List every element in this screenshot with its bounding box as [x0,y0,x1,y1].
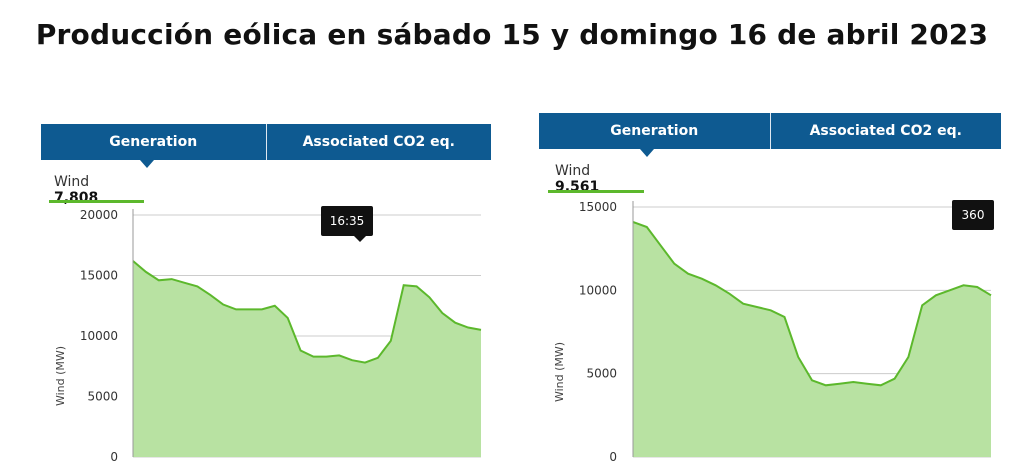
y-tick-label: 20000 [80,208,118,222]
y-tick-label: 15000 [579,200,617,214]
tab-associated-co2[interactable]: Associated CO2 eq. [769,113,1002,149]
tooltip-text: 360 [962,208,985,222]
y-tick-label: 0 [110,450,118,464]
tooltip-box [952,200,994,230]
page-title: Producción eólica en sábado 15 y domingo… [35,18,989,51]
wind-line [132,260,482,364]
wind-line [632,221,992,387]
y-tick-label: 15000 [80,269,118,283]
tab-pointer [640,149,654,157]
y-tick-label: 5000 [87,390,118,404]
wind-area [133,261,481,457]
tab-generation[interactable]: Generation [610,123,699,139]
tooltip-pointer [354,236,366,242]
tooltip-box [321,206,373,236]
tab-associated-co2[interactable]: Associated CO2 eq. [265,124,492,160]
tooltip-text: 16:35 [330,214,365,228]
tab-bar-left: Generation Associated CO2 eq. [41,124,491,160]
y-tick-label: 10000 [579,283,617,297]
wind-area [633,222,991,457]
wind-series-indicator [49,200,144,203]
y-tick-label: 0 [609,450,617,464]
readout-label: Wind [54,174,90,190]
readout-label: Wind [555,163,591,179]
y-axis-label: Wind (MW) [553,342,566,402]
tab-bar-right: Generation Associated CO2 eq. [539,113,1001,149]
tab-generation[interactable]: Generation [109,134,198,150]
y-axis-label: Wind (MW) [54,346,67,406]
tab-pointer [140,160,154,168]
y-tick-label: 10000 [80,329,118,343]
wind-series-indicator [548,190,644,193]
y-tick-label: 5000 [586,367,617,381]
